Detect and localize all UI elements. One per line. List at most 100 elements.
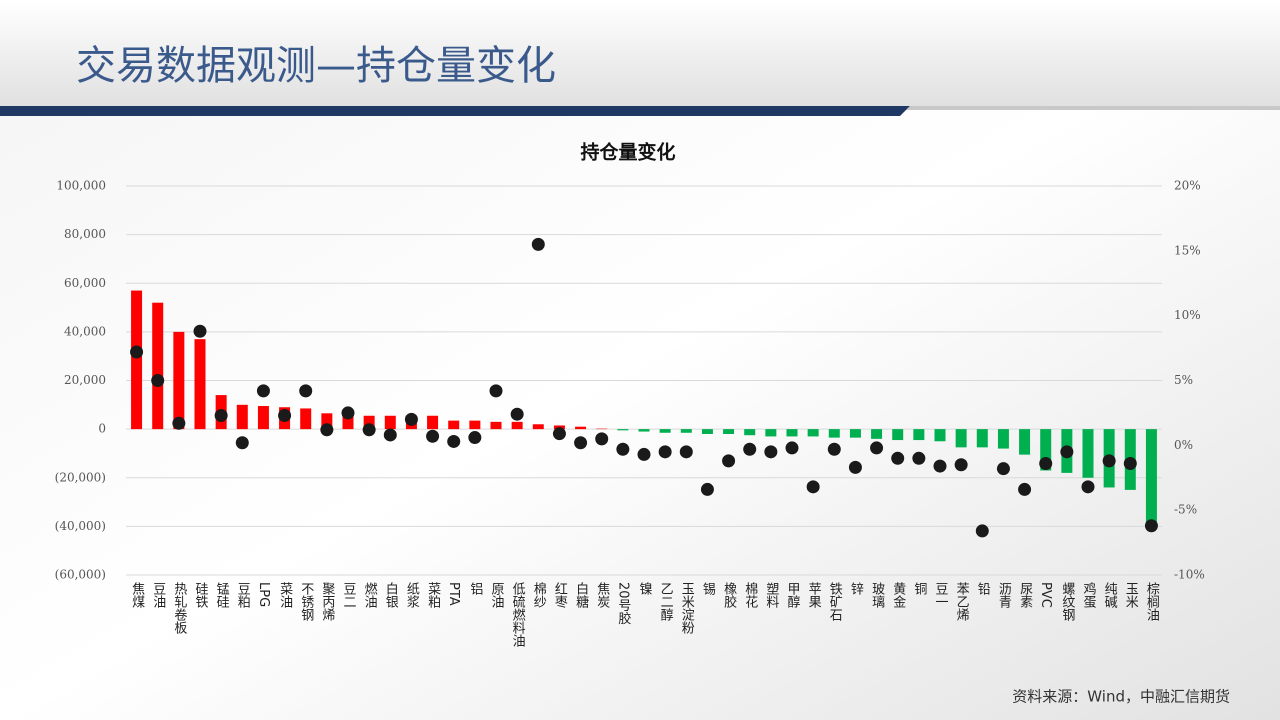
y2-tick-label: 0% (1174, 438, 1193, 452)
point (531, 237, 545, 251)
point (468, 431, 482, 445)
y-tick-label: 40,000 (64, 324, 106, 338)
point (912, 451, 926, 465)
bar (680, 429, 692, 433)
bar (342, 413, 354, 430)
point (235, 436, 249, 450)
bar (976, 429, 988, 448)
x-tick-label: 菜粕 (425, 582, 441, 608)
x-tick-label: 黄金 (890, 582, 906, 608)
point (447, 434, 461, 448)
bar (236, 404, 248, 430)
point (193, 324, 207, 338)
x-tick-label: 甲醇 (785, 582, 801, 608)
point (700, 482, 714, 496)
x-tick-label: 白糖 (573, 581, 589, 609)
x-tick-label: 棉花 (742, 582, 758, 609)
point (299, 384, 313, 398)
point (1123, 456, 1137, 470)
x-tick-label: 低硫燃料油 (510, 582, 526, 647)
y2-tick-label: 5% (1174, 373, 1193, 387)
bar (427, 415, 439, 430)
point (383, 428, 397, 442)
y-tick-label: 80,000 (64, 227, 106, 241)
y-tick-label: (60,000) (55, 568, 106, 582)
x-tick-label: 热轧卷板 (171, 582, 187, 635)
x-tick-label: 燃油 (362, 581, 378, 608)
x-tick-label: 豆一 (933, 582, 949, 608)
bar (913, 429, 925, 441)
bar (511, 421, 523, 430)
point (785, 441, 799, 455)
x-tick-label: 锰硅 (214, 582, 230, 608)
bar (892, 429, 904, 441)
point (679, 445, 693, 459)
point (806, 480, 820, 494)
x-tick-label: PVC (1038, 582, 1053, 608)
point (891, 451, 905, 465)
x-tick-label: 铜 (911, 582, 927, 595)
bar (448, 420, 460, 430)
point (362, 423, 376, 437)
point (510, 407, 524, 421)
bar (1082, 429, 1094, 478)
point (933, 459, 947, 473)
x-tick-label: 苹果 (806, 582, 822, 608)
point (404, 412, 418, 426)
source: 资料来源：Wind，中融汇信期货 (1012, 688, 1230, 706)
x-tick-label: 镍 (637, 582, 653, 595)
point (1060, 445, 1074, 459)
point (595, 432, 609, 446)
x-tick-label: 乙二醇 (658, 582, 674, 621)
bar (786, 429, 798, 437)
bar (849, 429, 861, 438)
bar (997, 429, 1009, 449)
y-tick-label: 0 (98, 422, 106, 436)
bar (617, 429, 629, 431)
x-tick-label: 白银 (383, 581, 399, 608)
y2-tick-label: 15% (1174, 243, 1201, 257)
x-tick-label: 20号胶 (615, 582, 631, 626)
point (1102, 454, 1116, 468)
x-tick-label: 橡胶 (721, 582, 737, 609)
x-tick-label: 原油 (489, 582, 505, 608)
point (743, 442, 757, 456)
x-tick-label: 焦炭 (594, 582, 610, 609)
point (870, 441, 884, 455)
x-tick-label: 锌 (848, 582, 864, 595)
point (489, 384, 503, 398)
point (341, 406, 355, 420)
x-tick-label: 豆二 (341, 582, 357, 608)
bar (701, 429, 713, 434)
x-tick-label: 鸡蛋 (1081, 581, 1097, 609)
point (214, 409, 228, 423)
x-tick-label: 铝 (467, 582, 483, 595)
point (320, 423, 334, 437)
x-tick-label: 铁矿石 (827, 582, 843, 621)
bar (384, 415, 396, 430)
slide-title: 交易数据观测—持仓量变化 (76, 43, 556, 89)
x-tick-label: PTA (446, 582, 461, 606)
x-tick-label: 尿素 (1017, 582, 1033, 608)
point (1081, 480, 1095, 494)
bar (257, 406, 269, 430)
x-tick-label: 锡 (700, 582, 716, 595)
point (552, 427, 566, 441)
bar (300, 408, 312, 430)
y2-tick-label: 20% (1174, 179, 1201, 193)
point (278, 409, 292, 423)
x-tick-label: 菜油 (277, 582, 293, 608)
point (426, 429, 440, 443)
bar (955, 429, 967, 448)
x-tick-label: 塑料 (763, 582, 779, 608)
bar (321, 413, 333, 430)
bar (469, 420, 481, 430)
bar (807, 429, 819, 437)
point (827, 442, 841, 456)
y-tick-label: (40,000) (55, 519, 106, 533)
x-tick-label: 铅 (975, 582, 991, 595)
bar (575, 426, 587, 430)
header-stripe (0, 106, 910, 116)
